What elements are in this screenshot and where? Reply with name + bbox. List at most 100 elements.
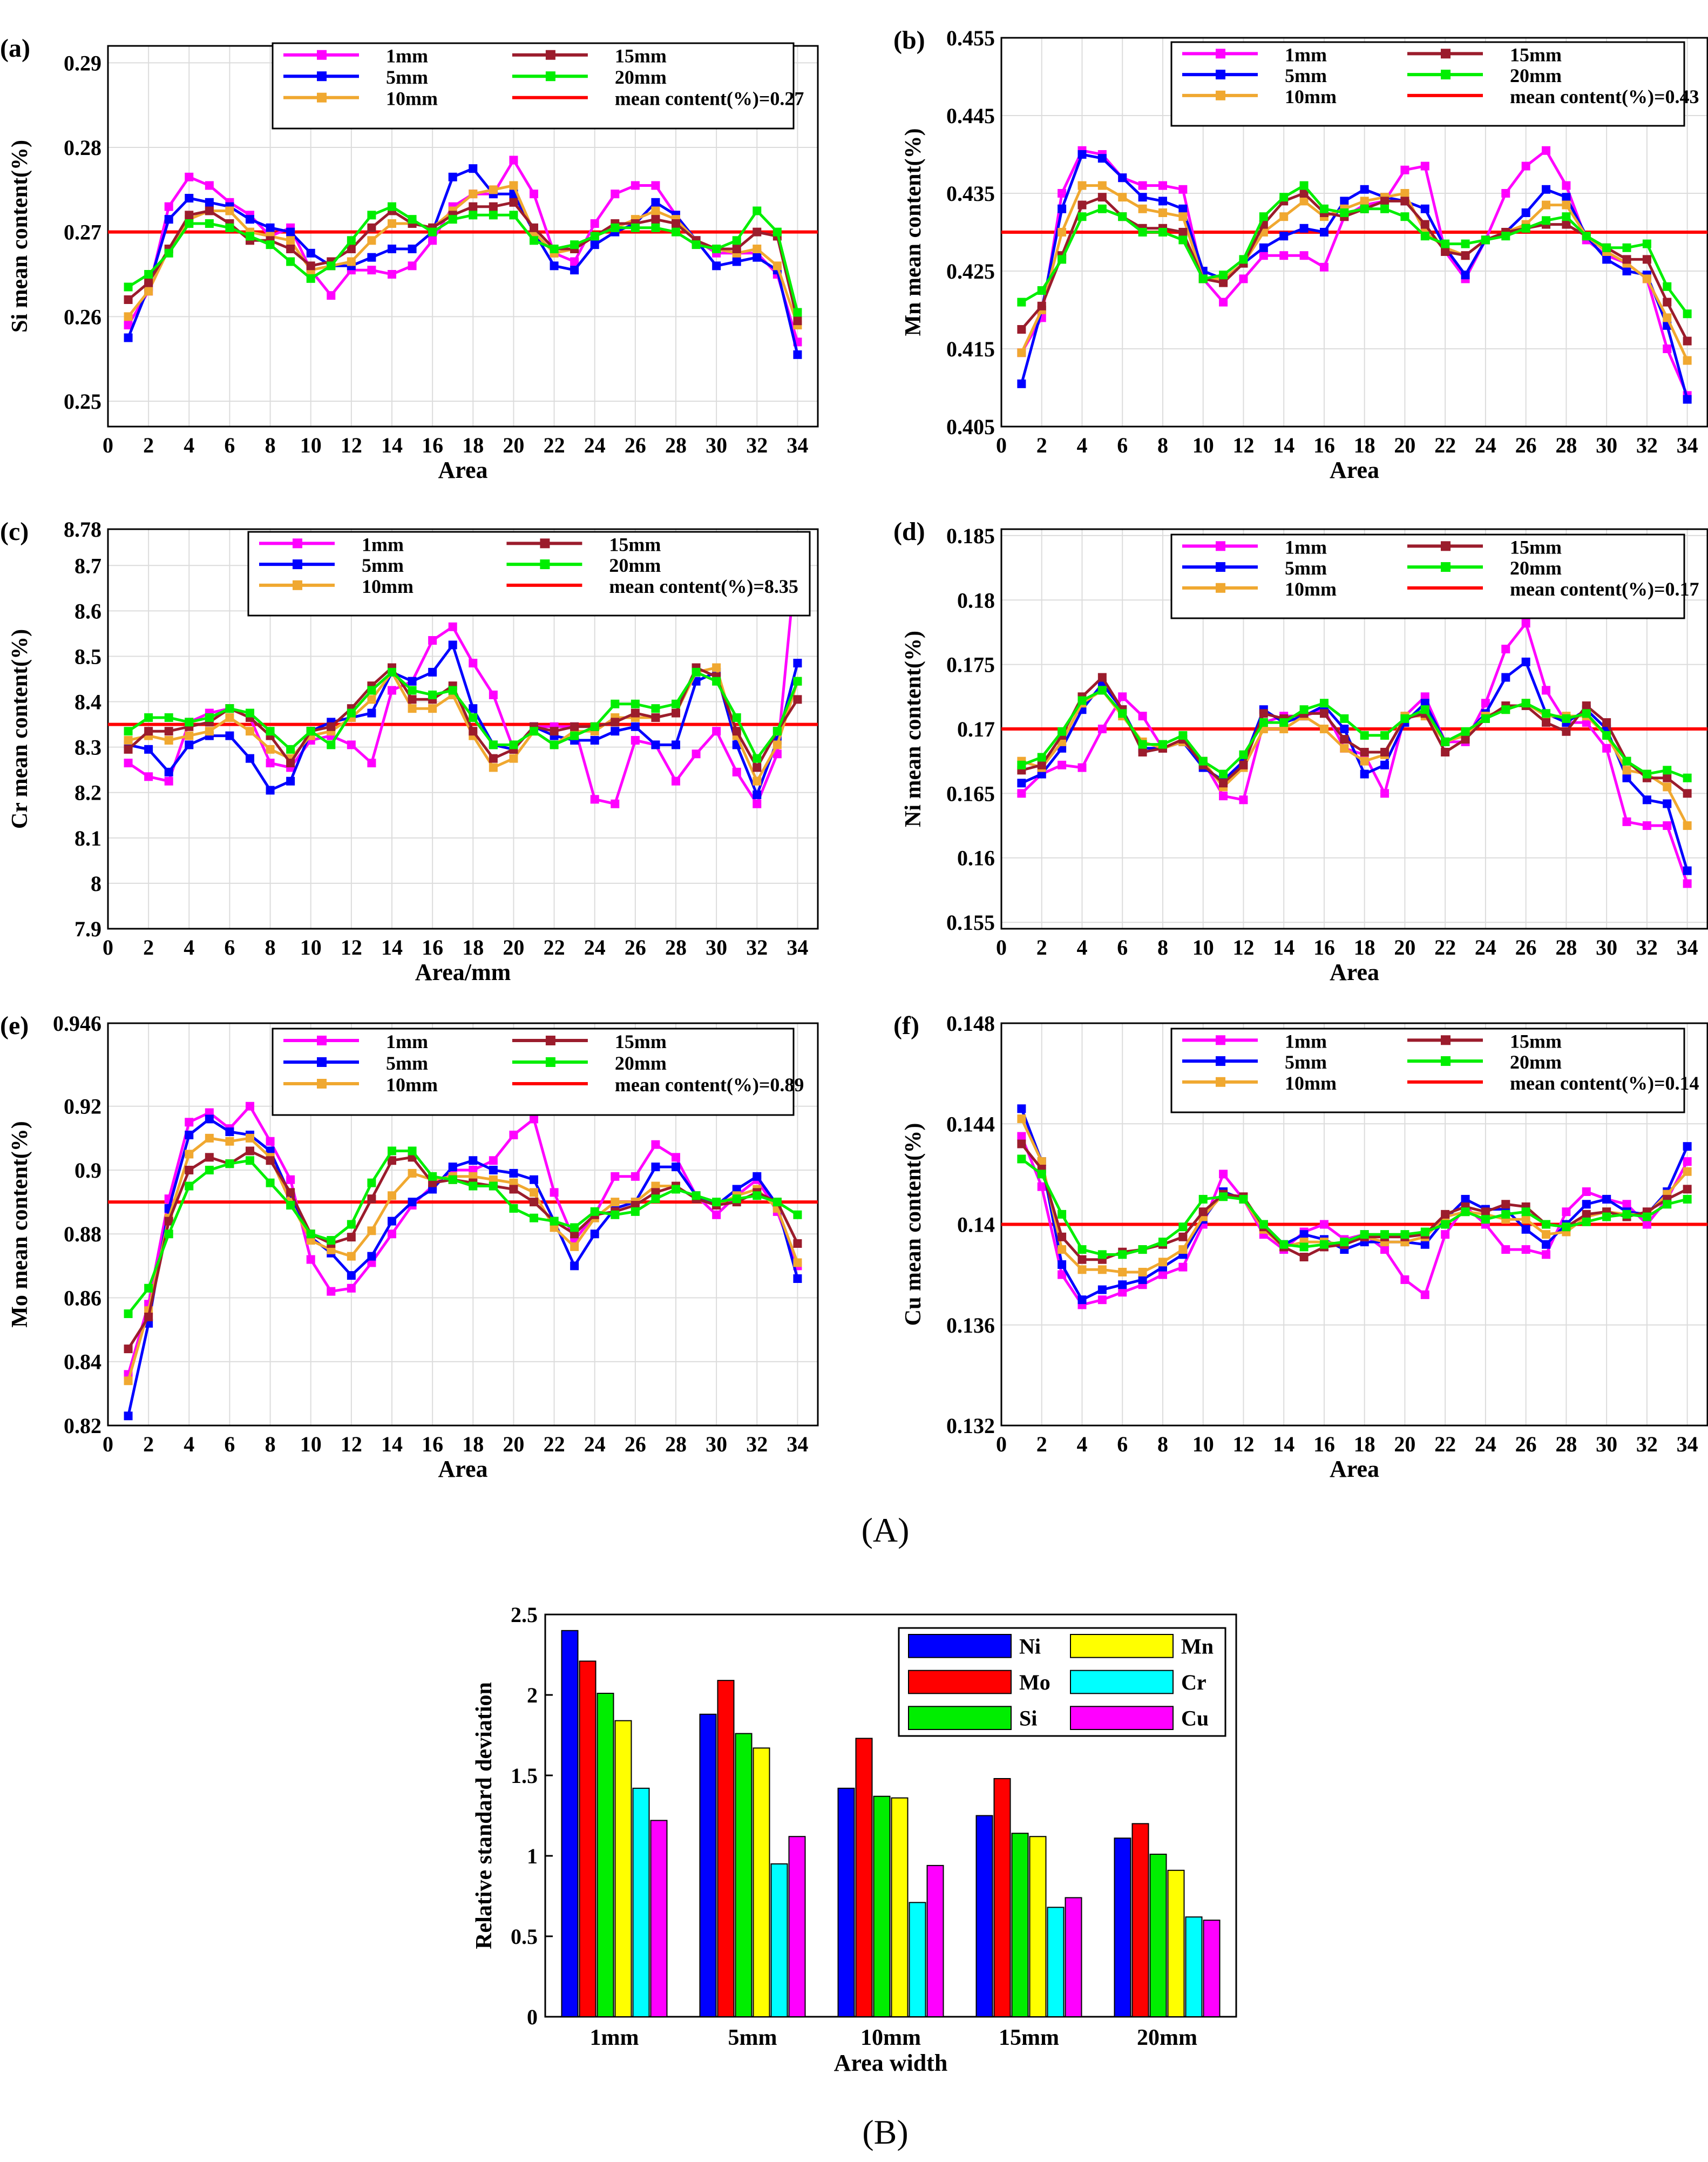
- chart6-legend-Ni-label: Ni: [1019, 1634, 1041, 1658]
- chart5-series-20mm-point: [1058, 1210, 1067, 1219]
- chart2-series-20mm-point: [185, 718, 194, 727]
- chart4-series-15mm-point: [185, 1165, 194, 1174]
- chart3-series-20mm-point: [1380, 731, 1390, 740]
- chart0-series-20mm-point: [246, 232, 254, 241]
- chart1-series-5mm-point: [1340, 197, 1349, 206]
- chart1-series-15mm-point: [1663, 298, 1672, 307]
- chart4-series-10mm-point: [793, 1258, 802, 1267]
- chart5-x-tick-label: 18: [1354, 1432, 1375, 1456]
- chart5-legend-mean-label: mean content(%)=0.14: [1510, 1072, 1699, 1094]
- chart5-series-1mm-point: [1441, 1230, 1450, 1239]
- chart1-series-10mm-point: [1663, 313, 1672, 322]
- chart4-series-20mm-point: [570, 1223, 579, 1232]
- chart5-series-1mm-point: [1683, 1157, 1692, 1166]
- chart0-series-15mm-point: [489, 202, 498, 211]
- chart2-x-tick-label: 4: [184, 935, 194, 960]
- chart2-series-5mm-point: [448, 640, 457, 650]
- chart1-series-1mm-point: [1299, 251, 1309, 260]
- chart6-bar-Si: [873, 1795, 891, 2017]
- chart1-series-20mm-point: [1380, 204, 1390, 213]
- chart5-series-20mm-point: [1420, 1227, 1429, 1237]
- chart5-series-1mm-point: [1058, 1270, 1067, 1279]
- chart1-y-tick-label: 0.455: [946, 26, 995, 50]
- chart5-x-tick-label: 28: [1555, 1432, 1577, 1456]
- chart2-series-10mm-point: [408, 704, 417, 713]
- chart0-series-20mm-point: [570, 240, 579, 249]
- chart0-series-5mm-point: [286, 227, 295, 237]
- chart0-series-20mm-point: [286, 257, 295, 266]
- chart3-series-1mm-point: [1542, 686, 1551, 695]
- chart1-series-1mm-point: [1219, 298, 1228, 307]
- chart3-series-1mm-point: [1058, 760, 1067, 769]
- chart3-series-20mm-point: [1542, 709, 1551, 718]
- chart0-series-5mm-point: [185, 194, 194, 202]
- chart3-series-5mm-point: [1380, 760, 1390, 769]
- chart0-legend-10mm-marker: [317, 92, 327, 103]
- chart3-series-20mm-point: [1521, 699, 1530, 708]
- chart2-series-20mm-point: [286, 745, 295, 754]
- chart1-x-axis-label: Area: [1330, 457, 1379, 483]
- chart2-legend-1mm-label: 1mm: [362, 533, 404, 555]
- chart6-bar-Mo: [717, 1680, 735, 2017]
- chart3-series-20mm-point: [1077, 696, 1087, 705]
- chart1-x-tick-label: 22: [1434, 433, 1456, 457]
- chart2-series-20mm-point: [164, 713, 173, 722]
- chart0-series-5mm-point: [590, 240, 599, 249]
- chart4-series-10mm-point: [205, 1133, 214, 1143]
- chart4-series-20mm-point: [306, 1229, 315, 1239]
- chart4-x-tick-label: 4: [184, 1432, 194, 1456]
- chart4-series-20mm-point: [712, 1198, 721, 1207]
- chart5-series-1mm-point: [1158, 1270, 1167, 1279]
- chart4-series-5mm-line: [127, 1117, 799, 1416]
- chart6-bar-Mn: [614, 1720, 632, 2017]
- chart3-series-1mm-point: [1663, 821, 1672, 830]
- chart4-series-1mm-point: [327, 1287, 336, 1296]
- chart5-series-1mm-point: [1380, 1245, 1390, 1254]
- chart4-y-tick-label: 0.9: [74, 1158, 101, 1183]
- chart3-series-20mm-point: [1582, 709, 1591, 718]
- chart3-series-1mm-point: [1642, 821, 1651, 830]
- chart2-series-10mm-point: [753, 776, 762, 786]
- chart4-series-1mm-point: [651, 1140, 660, 1149]
- chart3-series-20mm-point: [1138, 740, 1147, 749]
- chart1-series-20mm-point: [1642, 239, 1651, 248]
- chart2-series-15mm-point: [550, 727, 559, 736]
- chart2-series-20mm-point: [672, 699, 680, 708]
- chart0-series-5mm-point: [712, 261, 721, 271]
- chart6-legend-Mo-swatch: [908, 1670, 1012, 1694]
- chart2-x-tick-label: 32: [746, 935, 768, 960]
- chart0-series-20mm-point: [428, 227, 437, 237]
- chart2-x-tick-label: 12: [341, 935, 362, 960]
- chart5-legend-20mm-marker: [1441, 1056, 1451, 1066]
- chart5-y-tick-label: 0.132: [946, 1414, 995, 1438]
- chart2-legend-15mm-label: 15mm: [609, 533, 661, 555]
- chart5-series-20mm-point: [1521, 1207, 1530, 1217]
- chart0-legend-20mm-label: 20mm: [615, 66, 667, 88]
- chart0-series-20mm-point: [266, 240, 275, 249]
- chart0-series-5mm-point: [448, 172, 457, 181]
- chart2-series-20mm-point: [651, 704, 660, 713]
- chart3-series-10mm-point: [1360, 756, 1369, 766]
- chart3-series-15mm-point: [1441, 747, 1450, 756]
- chart3-x-tick-label: 32: [1636, 935, 1658, 960]
- chart5-series-20mm-point: [1582, 1217, 1591, 1226]
- chart1-series-15mm-point: [1178, 228, 1188, 237]
- chart1-series-20mm-point: [1481, 235, 1490, 245]
- chart1-series-15mm-point: [1622, 255, 1631, 264]
- chart5-series-15mm-point: [1683, 1185, 1692, 1194]
- chart3-series-15mm-point: [1219, 779, 1228, 788]
- chart0-series-15mm-point: [672, 219, 680, 228]
- chart5-y-axis-label: Cu mean content(%): [901, 1123, 926, 1326]
- chart3-x-tick-label: 20: [1394, 935, 1415, 960]
- chart4-x-tick-label: 34: [787, 1432, 808, 1456]
- chart4-panel-label: (e): [0, 1011, 29, 1040]
- chart4-legend-15mm-label: 15mm: [615, 1031, 667, 1052]
- chart1-series-1mm-point: [1400, 165, 1409, 174]
- chart5-legend-10mm-marker: [1216, 1077, 1225, 1087]
- chart3-series-20mm-point: [1663, 766, 1672, 775]
- chart2-series-20mm-point: [631, 699, 640, 708]
- chart5-panel-label: (f): [893, 1011, 919, 1040]
- chart1-series-15mm-point: [1037, 301, 1046, 310]
- chart5-series-1mm-point: [1562, 1207, 1571, 1217]
- chart0-series-15mm-point: [185, 211, 194, 220]
